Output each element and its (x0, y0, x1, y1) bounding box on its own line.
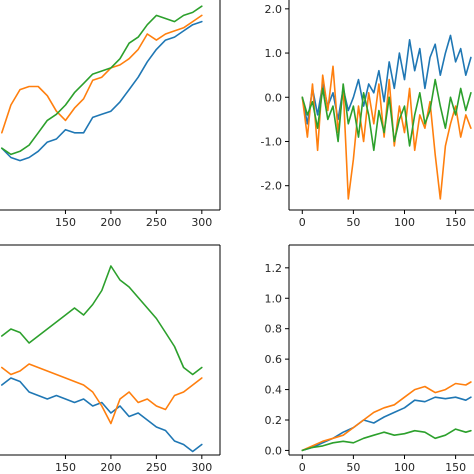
y-tick-label: -2.0 (261, 180, 282, 193)
y-tick-label: 0.6 (265, 353, 283, 366)
y-tick-label: 0.0 (265, 91, 283, 104)
x-tick-label: 100 (394, 216, 415, 229)
y-tick-label: 0.8 (265, 323, 283, 336)
x-tick-label: 150 (445, 216, 466, 229)
y-tick-label: 0.2 (265, 414, 283, 427)
x-tick-label: 150 (55, 461, 76, 474)
x-tick-label: 200 (100, 216, 121, 229)
line-chart-bottom-right: 0 50 100 150 1.2 1.0 0.8 0.6 0.4 0.2 0.0 (265, 244, 474, 474)
series-group (301, 34, 472, 200)
x-tick-label: 150 (445, 461, 466, 474)
y-tick-label: 1.0 (265, 292, 283, 305)
series-line-3 (0, 265, 203, 376)
line-chart-bottom-left: 150 200 250 300 (0, 244, 221, 474)
x-tick-label: 50 (346, 461, 360, 474)
series-group (0, 265, 203, 453)
x-tick-label: 300 (191, 461, 212, 474)
series-line-2 (301, 65, 472, 200)
series-line-2 (0, 363, 203, 425)
x-tick-label: 250 (146, 216, 167, 229)
x-tick-label: 300 (191, 216, 212, 229)
series-line-2 (0, 14, 203, 134)
y-tick-label: 2.0 (265, 3, 283, 16)
y-tick-label: 1.2 (265, 262, 283, 275)
series-line-3 (301, 428, 472, 452)
series-line-3 (301, 78, 472, 152)
series-line-1 (301, 34, 472, 125)
y-tick-label: 1.0 (265, 47, 283, 60)
x-tick-label: 250 (146, 461, 167, 474)
x-tick-label: 0 (299, 216, 306, 229)
series-line-2 (301, 381, 472, 452)
x-tick-label: 100 (394, 461, 415, 474)
line-chart-top-right: 0 50 100 150 2.0 1.0 0.0 -1.0 -2.0 (261, 0, 474, 229)
x-tick-label: 50 (346, 216, 360, 229)
series-group (0, 5, 203, 162)
series-line-1 (0, 377, 203, 453)
series-line-1 (0, 20, 203, 162)
series-group (301, 381, 472, 452)
x-tick-label: 150 (55, 216, 76, 229)
y-tick-label: 0.0 (265, 444, 283, 457)
line-chart-top-left: 150 200 250 300 (0, 0, 221, 229)
y-tick-label: -1.0 (261, 135, 282, 148)
series-line-3 (0, 5, 203, 156)
y-tick-label: 0.4 (265, 384, 283, 397)
x-tick-label: 200 (100, 461, 121, 474)
x-tick-label: 0 (299, 461, 306, 474)
